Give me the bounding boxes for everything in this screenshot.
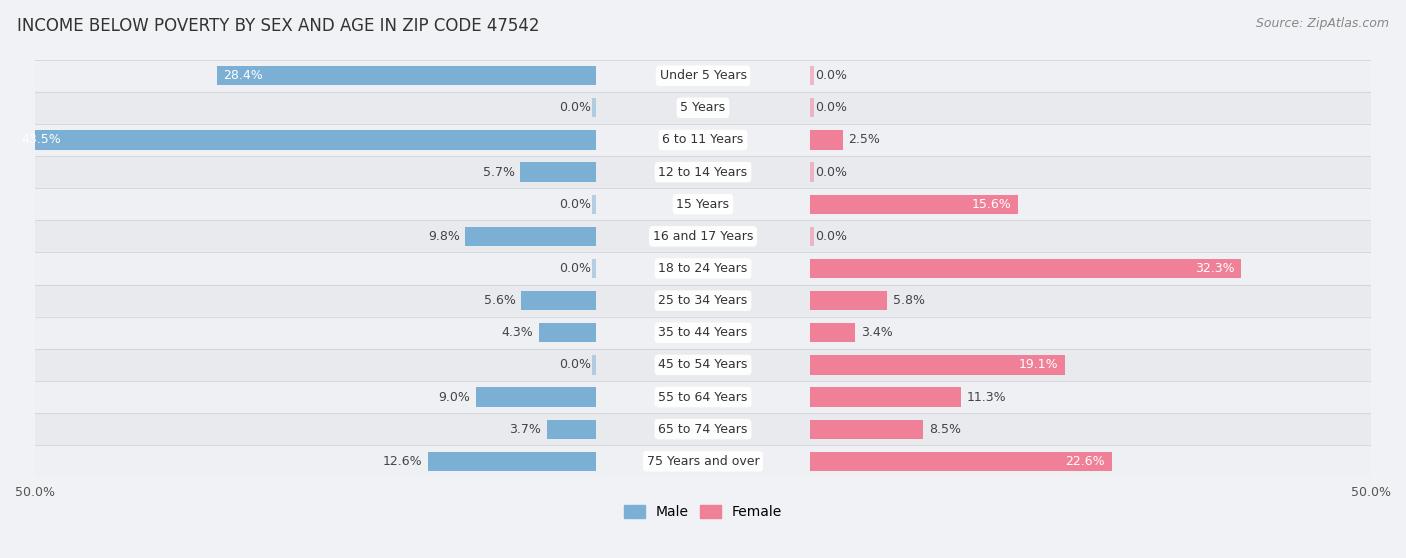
FancyBboxPatch shape	[35, 156, 1371, 188]
Text: 3.7%: 3.7%	[509, 422, 541, 436]
Text: 28.4%: 28.4%	[224, 69, 263, 82]
Bar	[592, 259, 596, 278]
Bar	[810, 451, 1112, 471]
Bar	[810, 259, 1241, 278]
FancyBboxPatch shape	[35, 188, 1371, 220]
Text: 35 to 44 Years: 35 to 44 Years	[658, 326, 748, 339]
FancyBboxPatch shape	[35, 220, 1371, 252]
Bar	[810, 291, 887, 310]
Bar	[810, 355, 1066, 374]
Text: 32.3%: 32.3%	[1195, 262, 1234, 275]
Bar	[810, 66, 814, 85]
Text: 0.0%: 0.0%	[558, 262, 591, 275]
Text: 5.6%: 5.6%	[484, 294, 516, 307]
FancyBboxPatch shape	[35, 445, 1371, 477]
Text: 3.4%: 3.4%	[860, 326, 893, 339]
Text: 0.0%: 0.0%	[815, 230, 848, 243]
Text: Under 5 Years: Under 5 Years	[659, 69, 747, 82]
Bar	[520, 162, 596, 182]
Text: 5.8%: 5.8%	[893, 294, 925, 307]
Bar	[810, 162, 814, 182]
Bar	[538, 323, 596, 343]
Bar	[810, 131, 844, 150]
Bar	[810, 98, 814, 118]
Bar	[217, 66, 596, 85]
Text: 12.6%: 12.6%	[382, 455, 422, 468]
Text: 12 to 14 Years: 12 to 14 Years	[658, 166, 748, 179]
Text: 0.0%: 0.0%	[558, 102, 591, 114]
Bar	[427, 451, 596, 471]
Text: 6 to 11 Years: 6 to 11 Years	[662, 133, 744, 146]
Text: 4.3%: 4.3%	[502, 326, 533, 339]
Text: 5.7%: 5.7%	[482, 166, 515, 179]
Bar	[15, 131, 596, 150]
Text: 0.0%: 0.0%	[558, 358, 591, 372]
Bar	[810, 420, 924, 439]
Text: 45 to 54 Years: 45 to 54 Years	[658, 358, 748, 372]
Bar	[810, 227, 814, 246]
Text: 0.0%: 0.0%	[815, 166, 848, 179]
Text: 0.0%: 0.0%	[815, 69, 848, 82]
Bar	[810, 387, 960, 407]
Text: 0.0%: 0.0%	[815, 102, 848, 114]
Text: 9.0%: 9.0%	[439, 391, 471, 403]
Text: 25 to 34 Years: 25 to 34 Years	[658, 294, 748, 307]
Text: INCOME BELOW POVERTY BY SEX AND AGE IN ZIP CODE 47542: INCOME BELOW POVERTY BY SEX AND AGE IN Z…	[17, 17, 540, 35]
Text: 15.6%: 15.6%	[972, 198, 1011, 211]
Bar	[592, 195, 596, 214]
Text: 0.0%: 0.0%	[558, 198, 591, 211]
Text: 9.8%: 9.8%	[427, 230, 460, 243]
FancyBboxPatch shape	[35, 317, 1371, 349]
Text: 11.3%: 11.3%	[966, 391, 1005, 403]
Text: 65 to 74 Years: 65 to 74 Years	[658, 422, 748, 436]
FancyBboxPatch shape	[35, 60, 1371, 92]
Text: 16 and 17 Years: 16 and 17 Years	[652, 230, 754, 243]
FancyBboxPatch shape	[35, 252, 1371, 285]
Text: 18 to 24 Years: 18 to 24 Years	[658, 262, 748, 275]
Legend: Male, Female: Male, Female	[619, 499, 787, 525]
Bar	[592, 355, 596, 374]
Text: 75 Years and over: 75 Years and over	[647, 455, 759, 468]
Text: 5 Years: 5 Years	[681, 102, 725, 114]
FancyBboxPatch shape	[35, 285, 1371, 317]
FancyBboxPatch shape	[35, 413, 1371, 445]
FancyBboxPatch shape	[35, 381, 1371, 413]
Text: 15 Years: 15 Years	[676, 198, 730, 211]
Bar	[592, 98, 596, 118]
Bar	[810, 323, 855, 343]
Text: 8.5%: 8.5%	[929, 422, 960, 436]
Text: 2.5%: 2.5%	[849, 133, 880, 146]
Text: 19.1%: 19.1%	[1019, 358, 1059, 372]
Text: Source: ZipAtlas.com: Source: ZipAtlas.com	[1256, 17, 1389, 30]
FancyBboxPatch shape	[35, 92, 1371, 124]
Bar	[465, 227, 596, 246]
FancyBboxPatch shape	[35, 349, 1371, 381]
Text: 43.5%: 43.5%	[21, 133, 62, 146]
Text: 55 to 64 Years: 55 to 64 Years	[658, 391, 748, 403]
Bar	[475, 387, 596, 407]
Bar	[547, 420, 596, 439]
Bar	[522, 291, 596, 310]
Text: 22.6%: 22.6%	[1066, 455, 1105, 468]
Bar	[810, 195, 1018, 214]
FancyBboxPatch shape	[35, 124, 1371, 156]
